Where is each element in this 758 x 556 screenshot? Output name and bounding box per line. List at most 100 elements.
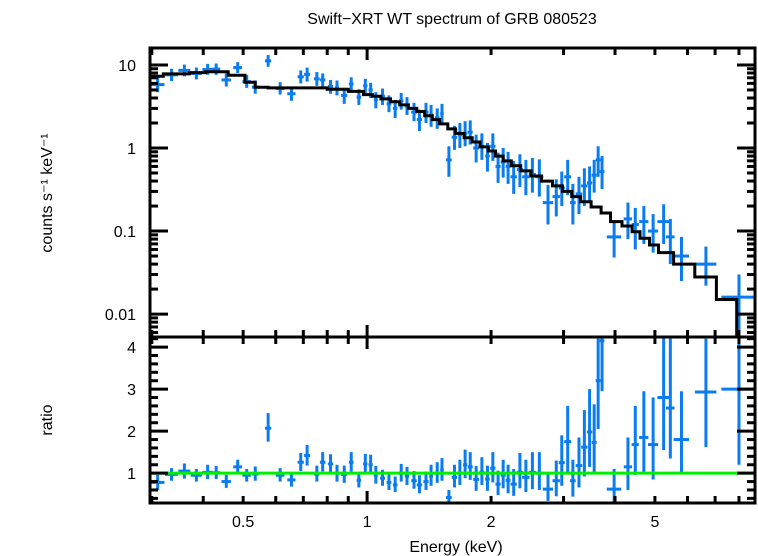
spectrum-data-point: [657, 204, 670, 244]
ratio-data-point: [587, 389, 593, 467]
ratio-data-point: [304, 445, 311, 466]
ratio-data-point: [599, 337, 605, 392]
ratio-data-point: [570, 459, 576, 497]
spectrum-data-point: [721, 274, 755, 333]
y-axis-label-ratio: ratio: [39, 404, 56, 435]
ratio-data-point: [595, 338, 601, 430]
ratio-data-point: [363, 453, 368, 474]
ratio-data-point: [535, 452, 544, 490]
spectrum-data-point: [631, 207, 639, 250]
y-tick-label: 0.01: [105, 307, 136, 324]
ratio-data-point: [528, 452, 536, 490]
tick-labels: 10 1 0.1 0.01 1 2 3 4 0.5 1 2 5: [105, 58, 660, 531]
ratio-data-point: [373, 466, 378, 484]
ratio-data-point: [242, 468, 251, 482]
x-tick-label: 2: [487, 514, 496, 531]
ratio-panel: [150, 337, 755, 503]
ratio-data-point: [233, 459, 243, 475]
spectrum-data-point: [348, 77, 354, 91]
spectrum-data-point: [304, 67, 311, 82]
ratio-data-point: [275, 468, 285, 482]
spectrum-data-point: [694, 246, 717, 286]
ratio-tick-label: 2: [127, 424, 136, 441]
ratio-data-point: [190, 468, 202, 482]
ratio-data-point: [505, 464, 511, 494]
spectrum-data-point: [446, 146, 452, 177]
spectrum-data-point: [606, 220, 622, 258]
ratio-data-point: [485, 465, 490, 491]
chart-title: Swift−XRT WT spectrum of GRB 080523: [307, 11, 597, 28]
ratio-data-point: [479, 457, 485, 485]
spectrum-data-point: [666, 218, 675, 265]
ratio-data-point: [221, 474, 231, 488]
ratio-data-point: [440, 458, 444, 481]
y-tick-label: 0.1: [114, 224, 136, 241]
spectrum-data-point: [233, 62, 243, 74]
spectrum-panel: [150, 54, 755, 339]
ratio-data-point: [522, 459, 530, 493]
spectrum-data-point: [297, 70, 304, 84]
ratio-data-point: [542, 473, 554, 501]
x-tick-label: 1: [363, 514, 372, 531]
ratio-data-point: [623, 437, 633, 490]
ratio-data-point: [673, 391, 690, 474]
ratio-data-point: [319, 452, 326, 472]
model-step-line: [150, 70, 739, 339]
ratio-data-point: [495, 470, 501, 496]
x-axis-label: Energy (keV): [409, 539, 502, 556]
axes: [148, 46, 757, 505]
spectrum-data-point: [673, 236, 690, 282]
spectrum-data-point: [591, 159, 597, 193]
ratio-data-point: [348, 452, 354, 472]
ratio-data-point: [631, 405, 639, 475]
spectrum-data-point: [473, 134, 480, 163]
spectrum-data-point: [623, 202, 633, 240]
ratio-data-point: [386, 474, 392, 490]
spectrum-frame: [148, 46, 757, 339]
ratio-data-point: [591, 404, 597, 474]
spectrum-data-point: [564, 159, 572, 196]
spectrum-data-series: [150, 54, 755, 333]
spectrum-data-point: [373, 92, 378, 109]
spectrum-data-point: [522, 159, 530, 196]
ratio-data-point: [416, 475, 423, 494]
spectrum-data-point: [595, 146, 601, 177]
ratio-data-point: [558, 435, 565, 486]
ratio-data-point: [564, 405, 572, 473]
spectrum-data-point: [542, 184, 554, 225]
spectrum-data-point: [265, 54, 272, 67]
ratio-data-point: [287, 472, 296, 487]
spectrum-model-series: [150, 70, 739, 339]
ratio-data-point: [467, 452, 473, 480]
spectrum-data-point: [467, 120, 473, 145]
ratio-data-point: [473, 466, 480, 491]
ratio-data-point: [327, 454, 334, 474]
ratio-data-point: [666, 338, 675, 459]
spectrum-data-point: [581, 168, 588, 207]
ratio-data-point: [552, 460, 560, 497]
spectrum-data-point: [313, 72, 320, 86]
ratio-data-point: [639, 391, 649, 474]
x-tick-label: 0.5: [232, 514, 254, 531]
ratio-data-point: [178, 463, 191, 479]
ratio-data-point: [575, 437, 583, 488]
spectrum-data-point: [495, 152, 501, 183]
ratio-data-point: [429, 464, 433, 486]
ratio-data-point: [392, 476, 398, 493]
spectrum-data-point: [457, 123, 462, 149]
spectrum-data-point: [505, 151, 511, 184]
spectrum-data-point: [327, 79, 334, 94]
spectrum-data-point: [221, 73, 231, 87]
ratio-tick-label: 4: [127, 340, 136, 357]
y-axis-label-spectrum: counts s⁻¹ keV⁻¹: [39, 133, 56, 252]
spectrum-data-point: [440, 103, 444, 125]
ratio-data-point: [446, 489, 452, 503]
ratio-data-point: [657, 337, 670, 451]
spectrum-data-point: [647, 214, 659, 253]
spectrum-data-point: [490, 133, 496, 161]
spectrum-data-point: [500, 148, 506, 178]
x-tick-label: 5: [650, 514, 659, 531]
ratio-data-point: [581, 410, 588, 477]
spectrum-data-point: [416, 109, 423, 132]
y-tick-label: 10: [118, 58, 136, 75]
